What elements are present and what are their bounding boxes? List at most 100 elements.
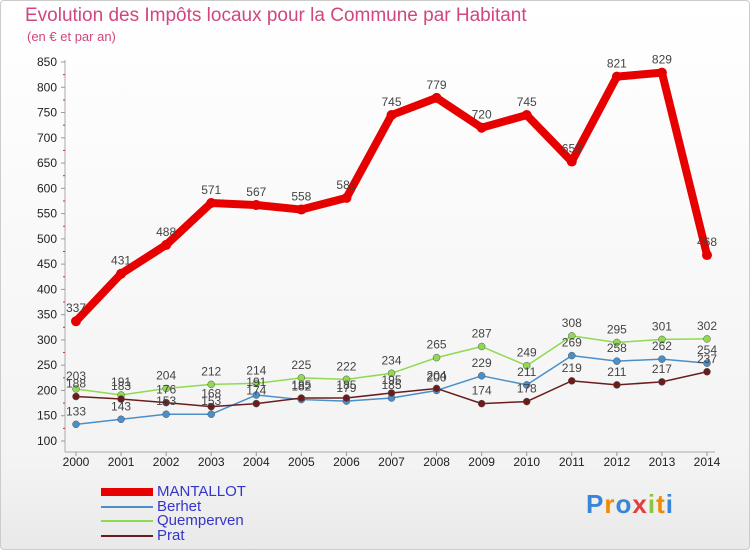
proxiti-logo: Proxiti [586,489,674,520]
legend-swatch [101,534,153,537]
data-point-berhet [252,391,261,399]
legend: MANTALLOT Berhet Quemperven Prat [101,483,246,544]
x-tick-label: 2008 [423,455,450,469]
data-point-mantallot [161,239,172,250]
data-point-prat [297,394,306,402]
data-point-prat [477,399,486,408]
data-point-mantallot [476,122,487,133]
data-point-berhet [117,415,125,424]
data-point-mantallot [386,110,397,121]
data-point-berhet [207,410,215,418]
y-tick-label: 700 [37,131,57,145]
data-point-prat [432,384,441,393]
data-point-berhet [658,355,666,363]
data-label-quemperven: 234 [381,353,401,367]
data-label-mantallot: 720 [472,108,492,122]
data-label-berhet: 191 [246,375,266,389]
x-tick-label: 2012 [604,455,631,469]
data-label-quemperven: 225 [291,358,311,372]
data-label-berhet: 153 [201,394,221,408]
y-tick-label: 800 [37,80,57,94]
data-point-mantallot [116,268,127,279]
data-label-berhet: 254 [697,343,717,357]
y-tick-label: 550 [37,207,57,221]
data-label-berhet: 182 [291,380,311,394]
data-label-mantallot: 745 [381,95,401,109]
data-point-quemperven [432,353,441,362]
legend-item-quemperven: Quemperven [101,513,246,529]
logo-letter: x [632,489,648,519]
data-label-prat: 195 [381,373,401,387]
data-label-prat: 188 [66,377,86,391]
data-label-prat: 174 [472,384,492,398]
data-point-quemperven [658,335,666,344]
x-tick-label: 2005 [288,455,315,469]
y-tick-label: 100 [37,434,57,448]
legend-item-berhet: Berhet [101,497,246,515]
x-tick-label: 2007 [378,455,405,469]
data-point-quemperven [568,332,576,340]
legend-label: MANTALLOT [157,483,246,501]
data-label-quemperven: 287 [472,327,492,341]
x-tick-label: 2009 [468,455,495,469]
y-tick-label: 250 [37,358,57,372]
data-point-berhet [477,372,486,380]
data-label-prat: 176 [156,383,176,397]
data-point-prat [117,395,125,403]
data-point-quemperven [297,374,306,382]
chart-subtitle: (en € et par an) [27,29,116,44]
data-label-mantallot: 745 [517,95,537,109]
y-tick-label: 400 [37,282,57,296]
data-point-berhet [72,420,80,429]
data-label-quemperven: 265 [427,338,447,352]
x-tick-label: 2014 [694,455,721,469]
data-point-quemperven [703,335,711,343]
data-label-mantallot: 653 [562,142,582,156]
data-label-quemperven: 295 [607,322,627,336]
data-point-mantallot [702,250,712,261]
data-point-mantallot [656,67,667,78]
data-point-quemperven [72,385,80,393]
data-point-mantallot [566,156,577,167]
y-tick-label: 350 [37,308,57,322]
logo-letter: t [656,489,666,519]
data-point-prat [568,377,576,385]
legend-swatch [101,505,153,508]
data-point-prat [658,378,666,386]
y-tick-label: 600 [37,181,57,195]
data-label-berhet: 153 [156,394,176,408]
legend-item-prat: Prat [101,526,246,544]
data-label-berhet: 133 [66,404,86,418]
data-label-mantallot: 829 [652,53,672,67]
data-point-mantallot [251,200,262,211]
data-point-quemperven [207,380,215,389]
data-point-berhet [522,381,531,389]
data-point-prat [72,392,80,401]
legend-label: Berhet [157,497,202,515]
data-point-quemperven [162,384,170,393]
data-label-prat: 204 [427,368,447,382]
data-point-quemperven [252,379,261,388]
legend-item-mantallot: MANTALLOT [101,483,246,501]
x-tick-label: 2006 [333,455,360,469]
data-point-quemperven [387,369,396,378]
y-tick-label: 150 [37,409,57,423]
y-tick-label: 500 [37,232,57,246]
data-label-quemperven: 301 [652,319,672,333]
legend-swatch [101,520,153,523]
data-point-prat [252,399,261,408]
legend-label: Prat [157,526,185,544]
x-tick-label: 2000 [63,455,90,469]
data-label-prat: 185 [336,378,356,392]
x-tick-label: 2004 [243,455,270,469]
data-point-prat [162,398,170,407]
data-label-prat: 237 [697,352,717,366]
data-label-mantallot: 337 [66,301,86,315]
data-point-berhet [568,351,576,360]
data-point-quemperven [342,375,351,384]
logo-letter: i [647,489,657,519]
data-point-mantallot [521,110,532,121]
data-point-prat [387,389,396,397]
data-point-prat [613,381,621,389]
